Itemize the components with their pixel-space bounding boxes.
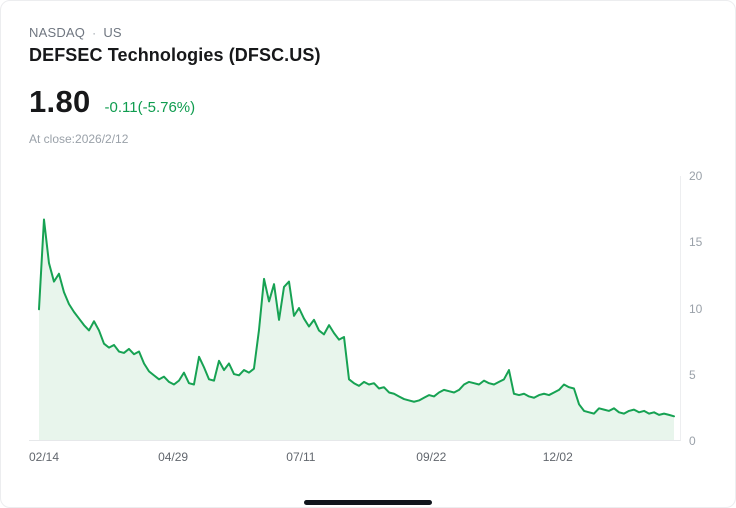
x-tick-label: 07/11 <box>286 450 316 464</box>
price-change: -0.11(-5.76%) <box>104 99 196 116</box>
y-tick-label: 20 <box>689 169 703 183</box>
x-tick-label: 04/29 <box>158 450 189 464</box>
x-tick-label: 02/14 <box>28 450 59 464</box>
exchange-separator: · <box>92 25 97 40</box>
y-tick-label: 15 <box>689 235 703 250</box>
at-close-label: At close:2026/2/12 <box>29 132 129 146</box>
region-label: US <box>103 25 122 40</box>
home-indicator-bar <box>304 500 432 505</box>
page-title: DEFSEC Technologies (DFSC.US) <box>29 45 321 65</box>
y-tick-label: 0 <box>689 434 696 448</box>
exchange-row: NASDAQ · US <box>29 25 122 40</box>
price-row: 1.80 -0.11(-5.76%) <box>29 84 195 120</box>
price-chart[interactable] <box>29 176 681 441</box>
price-area-path <box>38 219 675 440</box>
price-line-path <box>37 218 676 418</box>
x-tick-label: 09/22 <box>416 450 447 464</box>
exchange-label: NASDAQ <box>29 25 86 40</box>
y-tick-label: 10 <box>689 301 703 316</box>
last-price: 1.80 <box>29 84 91 119</box>
price-chart-svg <box>37 218 676 440</box>
x-tick-label: 12/02 <box>542 450 573 464</box>
y-tick-label: 5 <box>689 367 696 382</box>
